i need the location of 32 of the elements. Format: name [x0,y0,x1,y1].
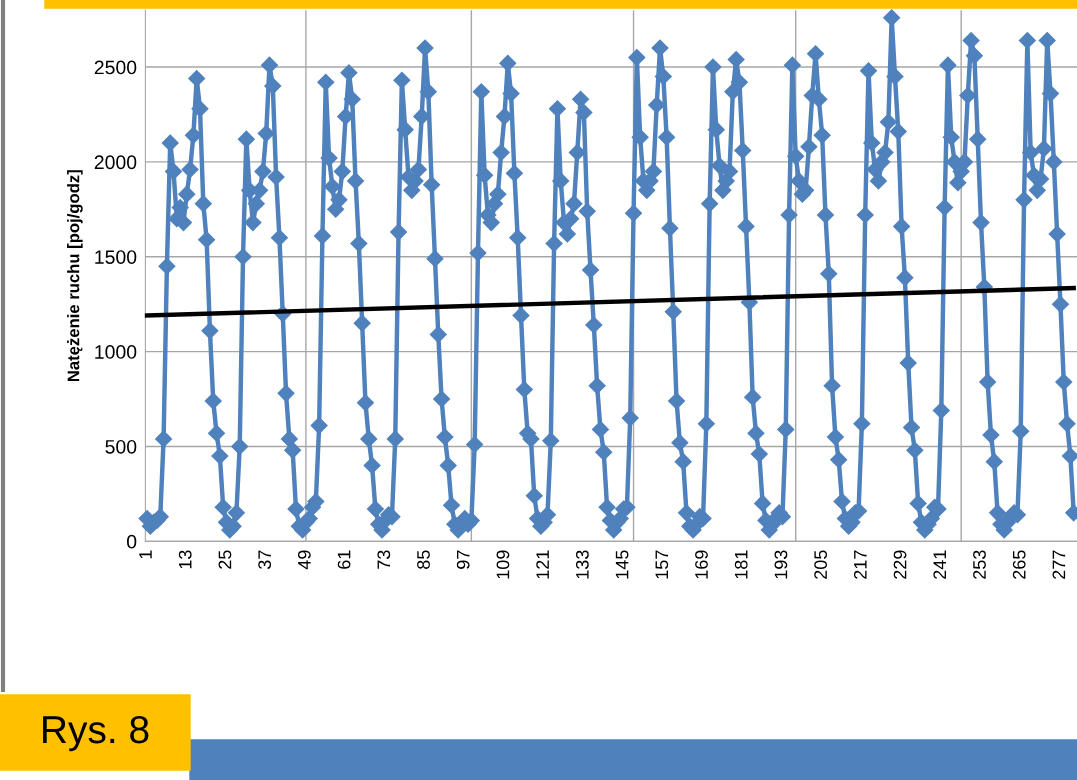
x-tick-label: 229 [893,550,907,579]
x-tick-label: 145 [615,550,629,579]
x-tick-label: 25 [218,550,232,569]
x-tick-label: 37 [258,550,272,570]
x-tick-label: 109 [496,550,510,579]
x-tick-label: 61 [337,550,351,569]
x-tick-label: 193 [774,550,788,579]
x-tick-label: 133 [575,550,589,579]
x-tick-label: 49 [297,550,311,570]
y-axis-title: Natężenie ruchu [poj/godz] [67,170,83,382]
y-tick-label: 1500 [95,250,137,264]
y-tick-label: 1000 [95,345,137,359]
y-tick-label: 500 [105,439,137,454]
x-tick-label: 205 [814,550,828,579]
y-tick-label: 2000 [94,155,137,170]
y-tick-label: 0 [127,534,137,549]
x-tick-label: 265 [1012,550,1026,579]
x-tick-label: 85 [417,550,430,569]
x-tick-label: 73 [377,550,391,569]
text: Rys. 8 [43,715,149,752]
x-tick-label: 1 [139,550,152,559]
x-tick-label: 241 [933,550,946,579]
x-tick-label: 97 [456,550,470,569]
y-tick-label: 2500 [94,60,137,75]
x-tick-label: 169 [695,550,708,579]
x-tick-label: 181 [734,550,748,579]
x-tick-label: 217 [853,550,867,579]
x-tick-label: 13 [178,550,192,569]
x-tick-label: 121 [536,550,549,579]
x-tick-label: 277 [1052,550,1066,579]
x-tick-label: 253 [973,550,986,579]
x-tick-label: 157 [655,550,669,579]
